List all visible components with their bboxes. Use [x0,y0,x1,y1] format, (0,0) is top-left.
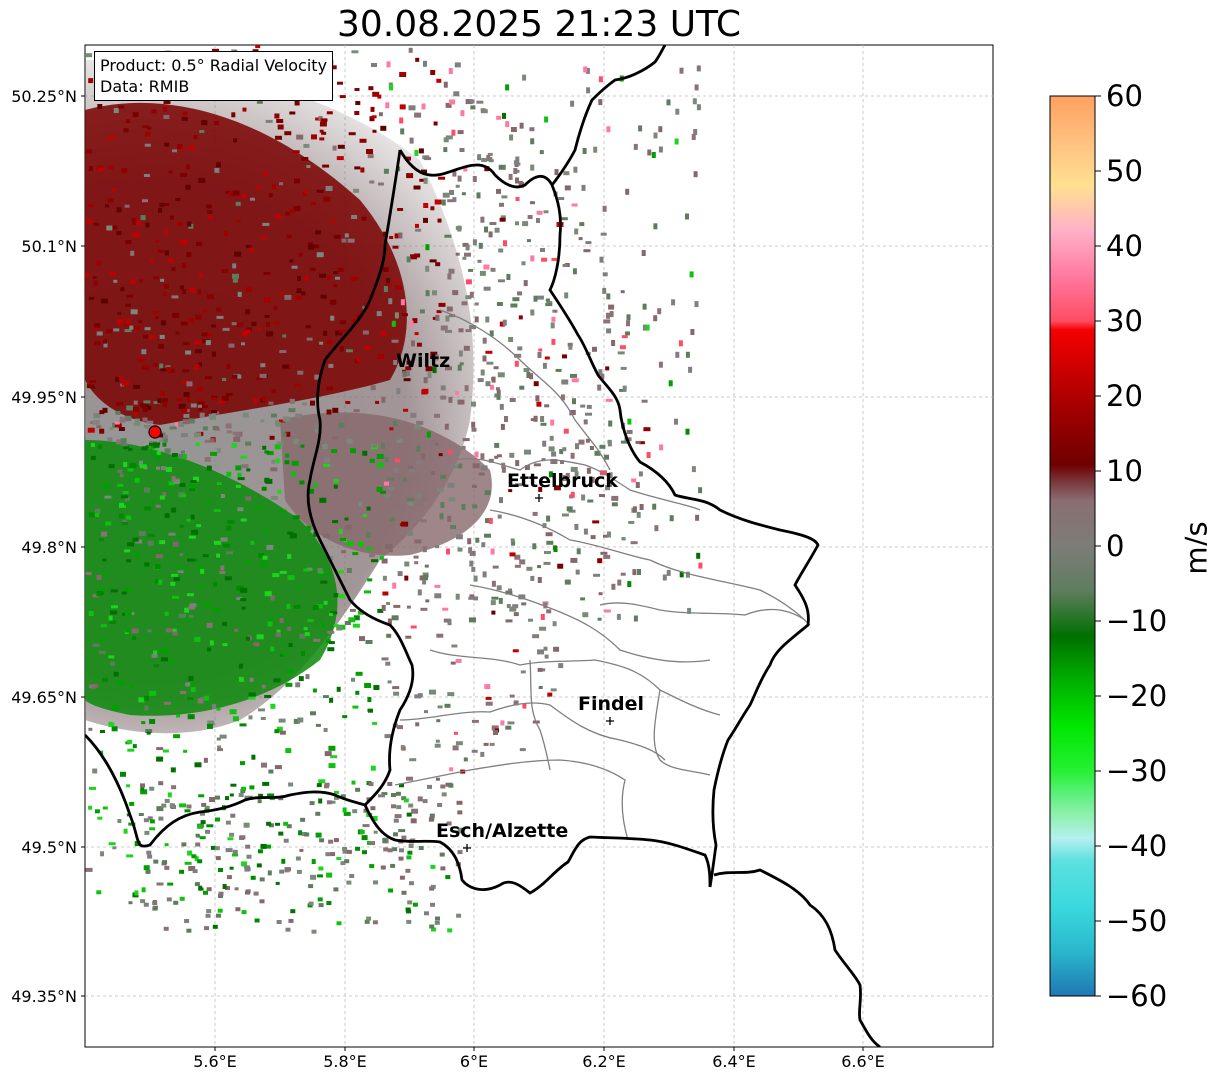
colorbar-tick-label: −30 [1106,754,1168,788]
product-info-box: Product: 0.5° Radial Velocity Data: RMIB [94,51,334,101]
colorbar-unit-label: m/s [1179,521,1207,575]
data-source-label: Data: RMIB [100,77,190,96]
lat-tick-label: 49.8°N [21,538,77,557]
lon-tick-label: 6.2°E [582,1052,626,1071]
colorbar-tick-label: 30 [1106,304,1143,338]
colorbar-tick-label: 50 [1106,154,1143,188]
colorbar-tick-label: 60 [1106,79,1143,113]
colorbar-tick-label: −10 [1106,604,1168,638]
city-label-esch-alzette: Esch/Alzette [436,820,569,842]
map-title: 30.08.2025 21:23 UTC [336,4,742,45]
colorbar-tick-label: 10 [1106,454,1143,488]
radar-site-marker [148,425,162,439]
radar-echo-wash [85,60,492,734]
city-label-findel: Findel [578,693,645,715]
colorbar [1049,95,1096,997]
product-label: Product: 0.5° Radial Velocity [100,56,328,75]
colorbar-tick-label: −50 [1106,904,1168,938]
canton-boundaries [394,309,811,841]
lat-tick-label: 49.35°N [11,987,77,1006]
esch-marker [463,844,471,852]
axis-ticks [81,95,864,1051]
colorbar-ticks [1095,95,1101,997]
lat-tick-label: 49.95°N [11,388,77,407]
lat-tick-label: 49.65°N [11,688,77,707]
colorbar-tick-label: −40 [1106,829,1168,863]
lon-tick-label: 6°E [459,1052,489,1071]
lon-tick-label: 6.6°E [841,1052,885,1071]
lon-tick-label: 6.4°E [712,1052,756,1071]
city-label-ettelbruck: Ettelbruck [507,470,618,492]
city-label-wiltz: Wiltz [396,350,451,372]
findel-marker [606,717,614,725]
colorbar-tick-label: 20 [1106,379,1143,413]
lat-tick-label: 49.5°N [21,838,77,857]
national-border [85,45,881,1047]
lat-tick-label: 50.25°N [11,87,77,106]
lat-tick-label: 50.1°N [21,237,77,256]
city-markers [463,494,614,852]
ettelbruck-marker [535,494,543,502]
colorbar-tick-label: −60 [1106,979,1168,1013]
lon-tick-label: 5.6°E [193,1052,237,1071]
lon-tick-label: 5.8°E [323,1052,367,1071]
colorbar-tick-label: −20 [1106,679,1168,713]
colorbar-tick-label: 40 [1106,229,1143,263]
colorbar-tick-label: 0 [1106,529,1125,563]
